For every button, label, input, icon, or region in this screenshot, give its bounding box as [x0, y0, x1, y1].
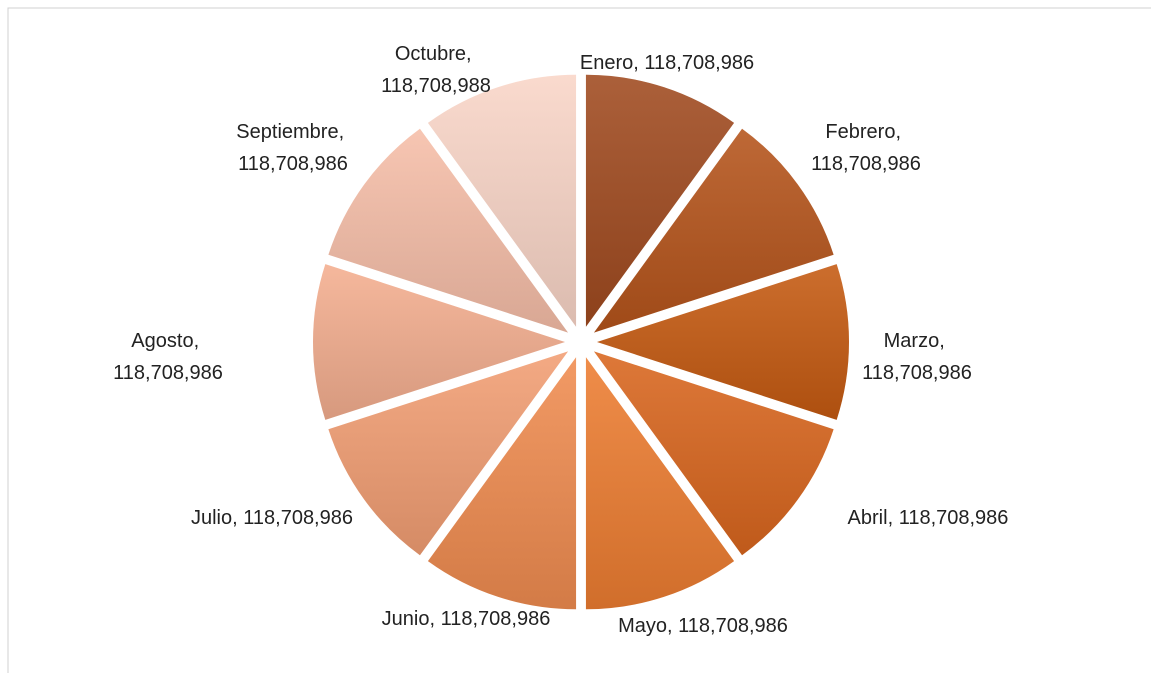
- label-category: Julio: [191, 507, 232, 529]
- chart-frame: [7, 7, 1151, 673]
- label-value: 118,708,986: [678, 615, 788, 637]
- slice-shade: [328, 128, 569, 333]
- label-category: Agosto: [131, 330, 193, 352]
- data-label: Octubre, 118,708,988: [381, 43, 491, 97]
- slice-shade: [593, 351, 834, 556]
- label-value: 118,708,986: [238, 153, 348, 175]
- label-value: 118,708,986: [243, 507, 353, 529]
- data-label: Julio, 118,708,986: [191, 507, 353, 529]
- label-separator: ,: [429, 608, 440, 630]
- label-category: Abril: [848, 507, 888, 529]
- label-value: 118,708,988: [381, 75, 491, 97]
- label-category: Mayo: [618, 615, 667, 637]
- label-separator: ,: [232, 507, 243, 529]
- slice-shade: [427, 357, 577, 610]
- slice-shade: [427, 74, 577, 327]
- label-separator: ,: [194, 330, 205, 352]
- label-category: Septiembre: [236, 121, 338, 143]
- label-separator: ,: [888, 507, 899, 529]
- label-separator: ,: [667, 615, 678, 637]
- slice-shade: [328, 351, 569, 556]
- label-separator: ,: [633, 52, 644, 74]
- label-value: 118,708,986: [811, 153, 921, 175]
- data-label: Agosto, 118,708,986: [113, 330, 223, 384]
- data-label: Mayo, 118,708,986: [618, 615, 788, 637]
- slice-shade: [313, 264, 565, 420]
- label-category: Febrero: [825, 121, 895, 143]
- slice-shade: [593, 128, 834, 333]
- data-label: Enero, 118,708,986: [580, 52, 754, 74]
- label-value: 118,708,986: [899, 507, 1009, 529]
- slice-shade: [597, 264, 850, 420]
- label-separator: ,: [895, 121, 906, 143]
- data-label: Marzo, 118,708,986: [862, 330, 972, 384]
- label-separator: ,: [939, 330, 950, 352]
- label-separator: ,: [339, 121, 350, 143]
- slice-shade: [585, 357, 735, 610]
- slice-shade: [585, 74, 735, 327]
- label-category: Octubre: [395, 43, 466, 65]
- data-label: Septiembre, 118,708,986: [236, 121, 349, 175]
- label-category: Junio: [382, 608, 430, 630]
- label-category: Enero: [580, 52, 633, 74]
- label-separator: ,: [466, 43, 477, 65]
- label-value: 118,708,986: [862, 362, 972, 384]
- label-category: Marzo: [884, 330, 940, 352]
- label-value: 118,708,986: [113, 362, 223, 384]
- label-value: 118,708,986: [441, 608, 551, 630]
- data-label: Febrero, 118,708,986: [811, 121, 921, 175]
- label-value: 118,708,986: [644, 52, 754, 74]
- data-label: Abril, 118,708,986: [848, 507, 1009, 529]
- data-label: Junio, 118,708,986: [382, 608, 551, 630]
